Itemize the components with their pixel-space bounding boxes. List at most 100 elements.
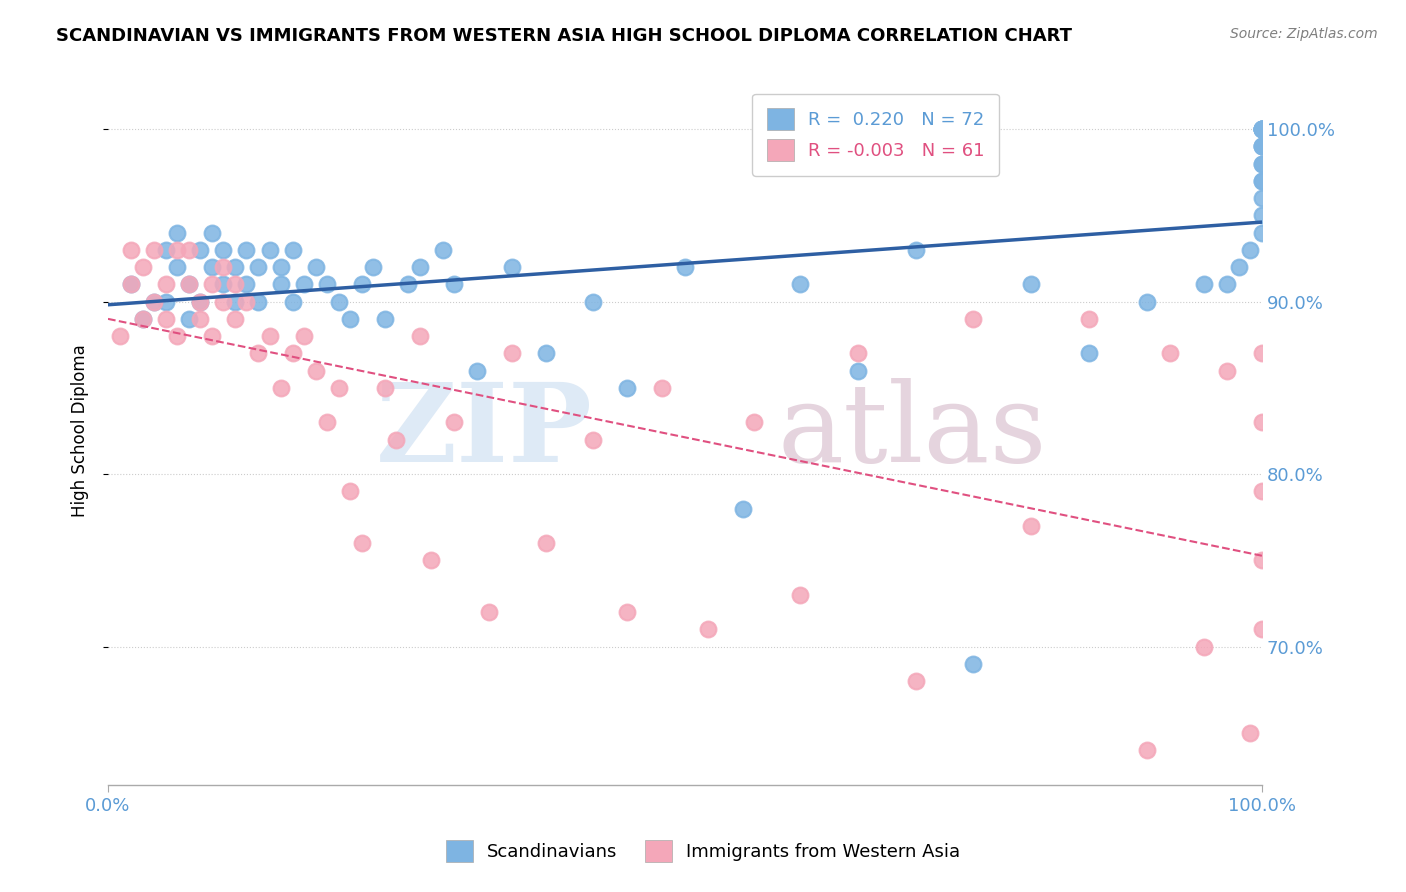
Point: [962, 312, 984, 326]
Point: [1019, 277, 1042, 292]
Point: [536, 346, 558, 360]
Point: [188, 243, 211, 257]
Point: [201, 277, 224, 292]
Point: [374, 381, 396, 395]
Point: [904, 674, 927, 689]
Point: [292, 277, 315, 292]
Point: [731, 501, 754, 516]
Point: [443, 277, 465, 292]
Point: [120, 277, 142, 292]
Point: [212, 294, 235, 309]
Point: [350, 277, 373, 292]
Point: [443, 416, 465, 430]
Point: [155, 294, 177, 309]
Point: [305, 364, 328, 378]
Point: [1251, 346, 1274, 360]
Point: [224, 277, 246, 292]
Point: [1251, 122, 1274, 136]
Point: [281, 346, 304, 360]
Point: [1159, 346, 1181, 360]
Point: [188, 294, 211, 309]
Text: Source: ZipAtlas.com: Source: ZipAtlas.com: [1230, 27, 1378, 41]
Point: [673, 260, 696, 275]
Point: [742, 416, 765, 430]
Text: atlas: atlas: [778, 377, 1047, 484]
Point: [235, 294, 257, 309]
Point: [201, 226, 224, 240]
Point: [1251, 226, 1274, 240]
Point: [339, 484, 361, 499]
Point: [501, 260, 523, 275]
Point: [465, 364, 488, 378]
Point: [270, 260, 292, 275]
Point: [166, 226, 188, 240]
Point: [281, 243, 304, 257]
Point: [235, 243, 257, 257]
Point: [1251, 122, 1274, 136]
Point: [478, 605, 501, 619]
Point: [651, 381, 673, 395]
Point: [962, 657, 984, 671]
Point: [235, 277, 257, 292]
Point: [1239, 243, 1261, 257]
Point: [1251, 416, 1274, 430]
Point: [1216, 277, 1239, 292]
Point: [166, 243, 188, 257]
Point: [1251, 157, 1274, 171]
Point: [1251, 122, 1274, 136]
Point: [166, 260, 188, 275]
Point: [1192, 277, 1215, 292]
Point: [1077, 312, 1099, 326]
Point: [108, 329, 131, 343]
Point: [1251, 174, 1274, 188]
Point: [582, 433, 605, 447]
Point: [1251, 139, 1274, 153]
Point: [846, 346, 869, 360]
Point: [363, 260, 385, 275]
Point: [697, 623, 720, 637]
Text: ZIP: ZIP: [375, 377, 593, 484]
Point: [789, 588, 811, 602]
Point: [1251, 209, 1274, 223]
Point: [305, 260, 328, 275]
Point: [155, 312, 177, 326]
Point: [408, 260, 430, 275]
Point: [1251, 623, 1274, 637]
Point: [582, 294, 605, 309]
Point: [396, 277, 419, 292]
Point: [1251, 122, 1274, 136]
Point: [177, 243, 200, 257]
Point: [328, 294, 350, 309]
Point: [120, 277, 142, 292]
Point: [1251, 484, 1274, 499]
Point: [143, 294, 166, 309]
Point: [432, 243, 454, 257]
Point: [131, 312, 153, 326]
Point: [1251, 191, 1274, 205]
Point: [177, 277, 200, 292]
Point: [1251, 122, 1274, 136]
Point: [143, 294, 166, 309]
Point: [1135, 294, 1157, 309]
Point: [166, 329, 188, 343]
Legend: R =  0.220   N = 72, R = -0.003   N = 61: R = 0.220 N = 72, R = -0.003 N = 61: [752, 94, 1000, 176]
Point: [177, 312, 200, 326]
Point: [328, 381, 350, 395]
Point: [616, 381, 638, 395]
Point: [385, 433, 408, 447]
Point: [177, 277, 200, 292]
Point: [155, 243, 177, 257]
Point: [846, 364, 869, 378]
Point: [201, 329, 224, 343]
Point: [212, 277, 235, 292]
Point: [201, 260, 224, 275]
Point: [1192, 640, 1215, 654]
Point: [246, 260, 269, 275]
Point: [1216, 364, 1239, 378]
Point: [1251, 157, 1274, 171]
Point: [1251, 174, 1274, 188]
Point: [212, 260, 235, 275]
Point: [1251, 553, 1274, 567]
Legend: Scandinavians, Immigrants from Western Asia: Scandinavians, Immigrants from Western A…: [439, 833, 967, 870]
Point: [536, 536, 558, 550]
